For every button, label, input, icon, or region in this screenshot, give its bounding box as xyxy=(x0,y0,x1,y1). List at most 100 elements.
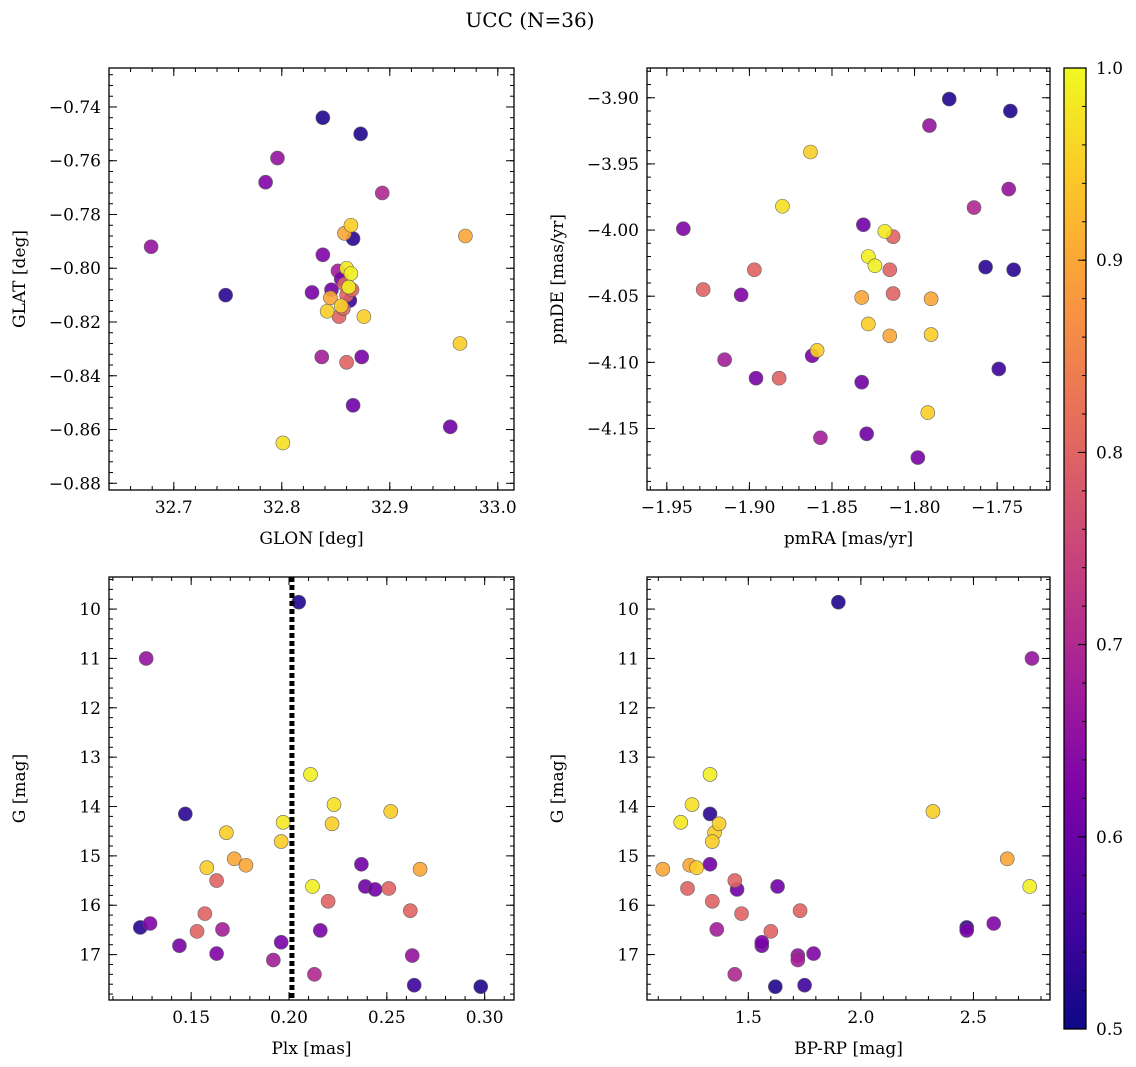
data-point xyxy=(353,126,368,142)
x-tick-label: −1.90 xyxy=(723,498,775,518)
data-point xyxy=(266,952,281,968)
data-point xyxy=(859,426,874,442)
panel-plx: 0.15 0.20 0.25 0.30 10 11 12 13 14 15 16 17 Plx [mas… xyxy=(10,576,515,1059)
data-point xyxy=(711,816,727,832)
ticks xyxy=(109,577,514,1000)
data-point xyxy=(367,882,383,897)
y-tick-label: 17 xyxy=(617,946,639,966)
x-tick-label: 32.9 xyxy=(371,498,409,518)
data-point xyxy=(1022,879,1038,894)
data-point xyxy=(748,370,764,386)
data-point xyxy=(803,144,818,160)
data-point xyxy=(1006,262,1021,278)
data-point xyxy=(813,430,828,446)
y-tick-label: −0.78 xyxy=(49,205,101,225)
data-point xyxy=(925,804,941,819)
data-point xyxy=(199,860,215,876)
colorbar: 0.5 0.6 0.7 0.8 0.9 1.0 xyxy=(1063,59,1123,1040)
axes-frame xyxy=(108,67,515,491)
data-point xyxy=(442,419,458,435)
data-point xyxy=(315,247,331,263)
data-point xyxy=(999,851,1015,867)
data-point xyxy=(219,825,234,840)
data-point xyxy=(343,217,359,233)
x-axis-label: Plx [mas] xyxy=(271,1039,351,1059)
y-tick-label: −4.05 xyxy=(587,287,639,307)
data-point xyxy=(959,923,974,938)
data-point xyxy=(867,258,883,274)
data-point xyxy=(341,279,357,295)
y-tick-label: 10 xyxy=(79,600,101,620)
data-point xyxy=(142,916,158,931)
data-point xyxy=(343,266,359,281)
y-tick-label: −0.86 xyxy=(49,421,101,441)
data-point xyxy=(689,860,704,876)
y-tick-label: 15 xyxy=(79,847,101,867)
panel-cmd: 1.5 2.0 2.5 10 11 12 13 14 15 16 17 BP-RP [mag] G [m… xyxy=(548,576,1051,1059)
x-tick-label: −1.95 xyxy=(641,498,693,518)
data-point xyxy=(215,922,230,937)
data-point xyxy=(941,91,957,107)
data-point xyxy=(356,309,372,324)
data-point xyxy=(733,287,749,303)
x-tick-label: 32.7 xyxy=(155,498,193,518)
data-point xyxy=(307,967,322,982)
data-point xyxy=(655,861,671,877)
data-point xyxy=(189,924,205,939)
data-point xyxy=(473,979,489,994)
data-point xyxy=(143,239,159,255)
data-point xyxy=(676,221,691,237)
data-point xyxy=(978,259,993,275)
data-point xyxy=(404,948,420,963)
y-tick-label: −4.00 xyxy=(587,221,639,241)
data-point xyxy=(354,349,370,365)
data-point xyxy=(734,906,749,921)
ticks xyxy=(647,577,1050,1000)
y-tick-label: 14 xyxy=(79,798,101,818)
data-point xyxy=(345,398,361,413)
y-tick-label: 11 xyxy=(617,649,639,669)
data-point xyxy=(923,291,939,307)
data-point xyxy=(854,290,870,305)
data-point xyxy=(770,879,785,894)
x-tick-label: 0.15 xyxy=(172,1008,210,1028)
panel-pm: −1.95 −1.90 −1.85 −1.80 −1.75 −3.90 −3.95 −4.00… xyxy=(548,67,1051,549)
x-tick-label: −1.85 xyxy=(806,498,858,518)
data-point xyxy=(324,816,340,832)
data-point xyxy=(882,328,898,344)
data-point xyxy=(717,352,732,367)
points xyxy=(133,594,489,994)
data-point xyxy=(854,374,870,390)
y-tick-label: 12 xyxy=(617,699,639,719)
data-point xyxy=(270,150,285,166)
points xyxy=(676,91,1021,465)
data-point xyxy=(1001,181,1017,197)
data-point xyxy=(797,977,812,993)
data-point xyxy=(374,185,390,201)
y-tick-label: 14 xyxy=(617,798,639,818)
data-point xyxy=(320,893,336,909)
data-point xyxy=(702,767,718,782)
data-point xyxy=(922,118,937,133)
data-point xyxy=(885,286,901,301)
x-tick-label: −1.80 xyxy=(889,498,941,518)
data-point xyxy=(458,228,473,244)
data-point xyxy=(313,923,328,938)
data-point xyxy=(319,303,335,319)
x-tick-label: 0.20 xyxy=(270,1008,308,1028)
x-tick-label: 33.0 xyxy=(479,498,517,518)
data-point xyxy=(966,200,982,215)
data-point xyxy=(861,316,876,332)
ticks xyxy=(647,68,1050,490)
data-point xyxy=(856,217,871,233)
data-point xyxy=(809,343,825,358)
data-point xyxy=(238,857,254,873)
data-point xyxy=(775,198,790,214)
data-point xyxy=(991,361,1007,377)
colorbar-tick-label: 1.0 xyxy=(1096,59,1123,79)
data-point xyxy=(831,594,846,610)
data-point xyxy=(209,946,224,961)
y-tick-label: 12 xyxy=(79,699,101,719)
x-tick-label: 2.0 xyxy=(847,1008,874,1028)
